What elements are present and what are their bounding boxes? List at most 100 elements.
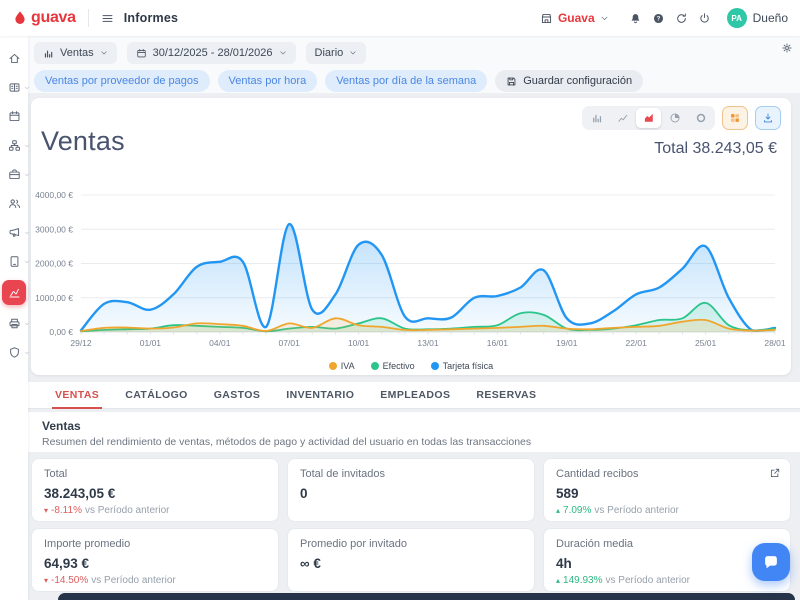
- delta-comparison-label: vs Período anterior: [606, 575, 691, 586]
- chevron-down-icon: [279, 49, 287, 57]
- account-switcher[interactable]: Guava: [540, 11, 609, 25]
- stat-label: Importe promedio: [44, 538, 266, 550]
- area-chart-icon: [643, 112, 655, 124]
- quick-view-chip-1[interactable]: Ventas por hora: [218, 70, 318, 92]
- sidebar-item-marketing[interactable]: [3, 222, 25, 243]
- home-icon: [8, 52, 21, 65]
- bar-chart-type-button[interactable]: [584, 108, 609, 128]
- chevron-down-icon: [600, 14, 609, 23]
- page-title: Informes: [124, 11, 178, 25]
- stat-label: Total: [44, 468, 266, 480]
- delta-up-arrow-icon: ▴: [556, 507, 560, 515]
- report-type-select[interactable]: Ventas: [34, 42, 117, 64]
- sidebar-item-business[interactable]: [3, 164, 25, 185]
- settings-gear-button[interactable]: [781, 42, 793, 54]
- download-button[interactable]: [755, 106, 781, 130]
- chevron-down-icon: [24, 321, 30, 327]
- chat-bubble-icon: [762, 553, 780, 571]
- pivot-table-button[interactable]: [722, 106, 748, 130]
- storefront-icon: [540, 12, 553, 25]
- save-config-button[interactable]: Guardar configuración: [495, 70, 643, 92]
- integrations-icon: [8, 139, 21, 152]
- svg-text:04/01: 04/01: [209, 338, 231, 348]
- sidebar-item-integrations[interactable]: [3, 135, 25, 156]
- report-tabs: VENTASCATÁLOGOGASTOSINVENTARIOEMPLEADOSR…: [28, 382, 800, 409]
- refresh-button[interactable]: [675, 12, 688, 25]
- stat-card: Promedio por invitado∞ €: [287, 528, 535, 592]
- quick-view-chip-0[interactable]: Ventas por proveedor de pagos: [34, 70, 210, 92]
- date-range-value: 30/12/2025 - 28/01/2026: [153, 47, 273, 59]
- stat-label: Promedio por invitado: [300, 538, 522, 550]
- pie-chart-type-button[interactable]: [662, 108, 687, 128]
- chart-total: Total 38.243,05 €: [654, 140, 777, 158]
- catalog-icon: [8, 81, 21, 94]
- svg-text:4000,00 €: 4000,00 €: [35, 190, 73, 200]
- security-icon: [8, 346, 21, 359]
- notifications-button[interactable]: [629, 12, 642, 25]
- tab-reservas[interactable]: RESERVAS: [463, 382, 549, 408]
- business-icon: [8, 168, 21, 181]
- quick-view-chip-2[interactable]: Ventas por día de la semana: [325, 70, 487, 92]
- chat-button[interactable]: [752, 543, 790, 581]
- bar-chart-icon: [591, 112, 603, 124]
- stat-delta: ▴149.93%vs Período anterior: [556, 575, 778, 586]
- tab-empleados[interactable]: EMPLEADOS: [367, 382, 463, 408]
- stats-grid: Total38.243,05 €▾-8.11%vs Período anteri…: [31, 458, 791, 592]
- filter-row: Ventas 30/12/2025 - 28/01/2026 Diario: [34, 42, 366, 64]
- tab-ventas[interactable]: VENTAS: [42, 382, 112, 408]
- divider: [88, 9, 89, 27]
- line-chart-type-button[interactable]: [610, 108, 635, 128]
- legend-item[interactable]: Tarjeta física: [431, 361, 494, 371]
- section-title: Ventas: [42, 419, 786, 433]
- sidebar-item-calendar[interactable]: [3, 106, 25, 127]
- external-link-button[interactable]: [769, 467, 781, 479]
- pie-chart-icon: [669, 112, 681, 124]
- marketing-icon: [8, 226, 21, 239]
- chevron-down-icon: [24, 259, 30, 265]
- sales-chart[interactable]: 0,00 €1000,00 €2000,00 €3000,00 €4000,00…: [33, 182, 785, 354]
- sidebar-item-home[interactable]: [3, 48, 25, 69]
- tab-gastos[interactable]: GASTOS: [201, 382, 274, 408]
- legend-item[interactable]: IVA: [329, 361, 355, 371]
- calendar-icon: [136, 48, 147, 59]
- sidebar: [0, 36, 28, 600]
- sidebar-item-printers[interactable]: [3, 313, 25, 334]
- chevron-down-icon: [24, 143, 30, 149]
- guava-logo[interactable]: guava: [12, 9, 76, 27]
- date-range-select[interactable]: 30/12/2025 - 28/01/2026: [127, 42, 296, 64]
- chart-legend: IVA Efectivo Tarjeta física: [31, 361, 791, 371]
- chart-card: Ventas Total 38.243,05 € 0,00 €1000,00 €…: [31, 98, 791, 375]
- donut-chart-type-button[interactable]: [688, 108, 713, 128]
- stat-label: Total de invitados: [300, 468, 522, 480]
- brand-name: guava: [31, 9, 76, 27]
- svg-text:0,00 €: 0,00 €: [49, 327, 73, 337]
- granularity-select[interactable]: Diario: [306, 42, 367, 64]
- chart-toolbar: [582, 106, 781, 130]
- next-section-peek: [58, 593, 795, 600]
- sidebar-item-customers[interactable]: [3, 193, 25, 214]
- stat-card: Total38.243,05 €▾-8.11%vs Período anteri…: [31, 458, 279, 522]
- legend-item[interactable]: Efectivo: [371, 361, 415, 371]
- tab-inventario[interactable]: INVENTARIO: [273, 382, 367, 408]
- quick-views-row: Ventas por proveedor de pagos Ventas por …: [34, 70, 643, 92]
- top-bar: guava Informes Guava ? PA Dueño: [0, 0, 800, 36]
- delta-value: -14.50%: [51, 575, 88, 586]
- tab-catalogo[interactable]: CATÁLOGO: [112, 382, 201, 408]
- stat-delta: ▴7.09%vs Período anterior: [556, 505, 778, 516]
- user-menu[interactable]: PA Dueño: [727, 8, 788, 28]
- sidebar-item-reports[interactable]: [2, 280, 26, 305]
- logout-button[interactable]: [698, 12, 711, 25]
- svg-text:25/01: 25/01: [695, 338, 717, 348]
- stat-card: Total de invitados0: [287, 458, 535, 522]
- area-chart-type-button[interactable]: [636, 108, 661, 128]
- menu-toggle-icon[interactable]: [101, 12, 114, 25]
- save-config-label: Guardar configuración: [523, 75, 632, 87]
- delta-value: 7.09%: [563, 505, 591, 516]
- sidebar-item-security[interactable]: [3, 342, 25, 363]
- legend-label: Tarjeta física: [443, 361, 494, 371]
- sidebar-item-catalog[interactable]: [3, 77, 25, 98]
- sidebar-item-devices[interactable]: [3, 251, 25, 272]
- chevron-down-icon: [24, 230, 30, 236]
- help-button[interactable]: ?: [652, 12, 665, 25]
- delta-value: 149.93%: [563, 575, 602, 586]
